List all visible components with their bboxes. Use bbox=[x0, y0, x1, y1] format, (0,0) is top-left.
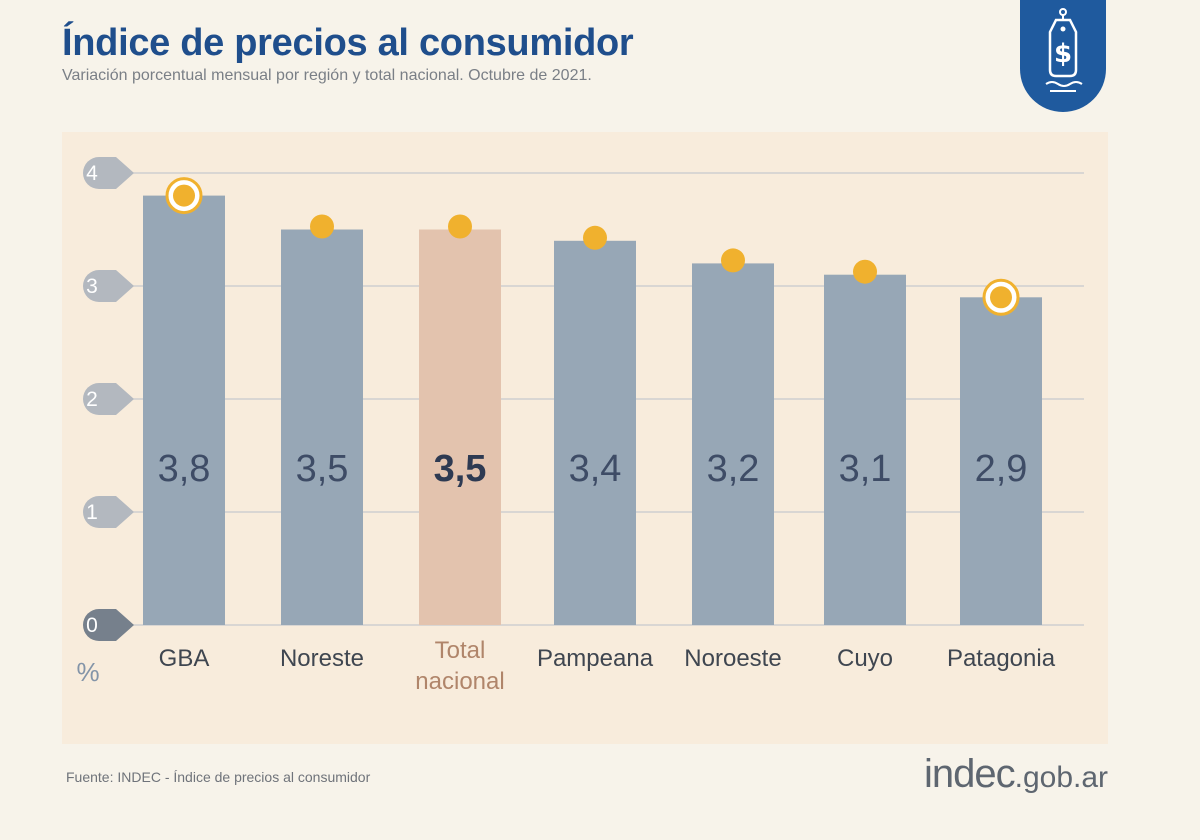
category-label: Patagonia bbox=[947, 645, 1056, 672]
category-label: Pampeana bbox=[537, 645, 654, 672]
y-tick-label: 2 bbox=[86, 388, 98, 411]
y-tick-bubble bbox=[83, 270, 134, 302]
source-note: Fuente: INDEC - Índice de precios al con… bbox=[66, 769, 371, 785]
price-tag-badge: $ bbox=[1020, 0, 1106, 112]
y-tick-label: 1 bbox=[86, 501, 98, 524]
bar-top-marker bbox=[721, 248, 745, 273]
bar-top-marker bbox=[448, 214, 472, 239]
bar bbox=[960, 297, 1042, 625]
chart-subtitle: Variación porcentual mensual por región … bbox=[62, 67, 592, 84]
chart-panel: 0 1 2 3 4% 3,8 GBA 3,5 Noreste 3,5 Total nacional 3,… bbox=[62, 132, 1108, 744]
bar-top-marker bbox=[583, 225, 607, 250]
bar-top-marker bbox=[853, 259, 877, 284]
bar bbox=[281, 229, 363, 625]
y-axis-label: % bbox=[76, 657, 99, 687]
category-label: GBA bbox=[159, 645, 210, 672]
chart-title: Índice de precios al consumidor bbox=[62, 22, 634, 64]
svg-text:$: $ bbox=[1054, 39, 1072, 69]
bar bbox=[419, 229, 501, 625]
y-tick-label: 4 bbox=[86, 162, 98, 185]
bar bbox=[554, 240, 636, 626]
bar-value-label: 3,2 bbox=[707, 448, 760, 490]
category-label: Cuyo bbox=[837, 645, 893, 672]
category-label: Noroeste bbox=[684, 645, 781, 672]
bar-top-marker bbox=[990, 286, 1012, 309]
indec-logo: indec.gob.ar bbox=[924, 752, 1108, 797]
bar-top-marker bbox=[310, 214, 334, 239]
y-tick-label: 3 bbox=[86, 275, 98, 298]
bar bbox=[692, 263, 774, 625]
bar-value-label: 3,5 bbox=[434, 448, 487, 490]
y-tick-bubble bbox=[83, 496, 134, 528]
category-label: Noreste bbox=[280, 645, 364, 672]
brand-main: indec bbox=[924, 752, 1016, 796]
bar-chart: 0 1 2 3 4% 3,8 GBA 3,5 Noreste 3,5 Total nacional 3,… bbox=[76, 157, 1084, 695]
bar bbox=[143, 195, 225, 625]
category-label: nacional bbox=[415, 668, 504, 695]
bar-top-marker bbox=[173, 184, 195, 207]
brand-suffix: .gob.ar bbox=[1014, 761, 1109, 794]
bar-value-label: 3,4 bbox=[569, 448, 622, 490]
y-tick-bubble bbox=[83, 157, 134, 189]
category-label: Total bbox=[435, 637, 486, 664]
y-tick-bubble bbox=[83, 609, 134, 641]
y-tick-bubble bbox=[83, 383, 134, 415]
bar-value-label: 3,5 bbox=[296, 448, 349, 490]
y-tick-label: 0 bbox=[86, 614, 98, 637]
bar-value-label: 3,8 bbox=[158, 448, 211, 490]
bar-value-label: 3,1 bbox=[839, 448, 892, 490]
bar-value-label: 2,9 bbox=[975, 448, 1028, 490]
price-tag-dollar-icon: $ bbox=[1045, 8, 1083, 92]
bar bbox=[824, 274, 906, 625]
